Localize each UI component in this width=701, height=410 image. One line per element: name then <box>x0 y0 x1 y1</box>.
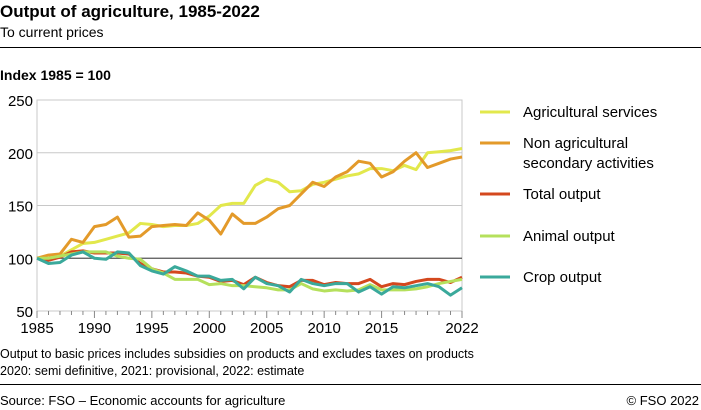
legend-label: Total output <box>523 186 601 203</box>
y-tick-label: 250 <box>8 93 33 110</box>
legend-label: Animal output <box>523 228 616 245</box>
x-tick-label: 1995 <box>135 320 168 337</box>
header-divider <box>0 47 701 48</box>
chart-subtitle: To current prices <box>0 24 104 40</box>
copyright: © FSO 2022 <box>626 393 699 408</box>
y-tick-label: 50 <box>16 304 33 321</box>
footnote-1: Output to basic prices includes subsidie… <box>0 347 474 361</box>
x-tick-label: 1985 <box>20 320 53 337</box>
legend-label: Crop output <box>523 269 602 286</box>
x-tick-label: 2000 <box>193 320 226 337</box>
series-line-non-agricultural-secondary-activities <box>36 151 463 260</box>
series-line-animal-output <box>37 250 463 293</box>
x-tick-label: 2015 <box>365 320 398 337</box>
footer-divider <box>0 384 701 385</box>
chart-title: Output of agriculture, 1985-2022 <box>0 2 260 21</box>
x-tick-label: 1990 <box>78 320 111 337</box>
series-line-crop-output <box>36 250 463 297</box>
y-tick-label: 200 <box>8 146 33 163</box>
y-tick-label: 100 <box>8 251 33 268</box>
x-tick-label: 2022 <box>445 320 478 337</box>
legend-label: Non agricultural <box>523 135 628 152</box>
x-tick-label: 2010 <box>307 320 340 337</box>
source-note: Source: FSO – Economic accounts for agri… <box>0 393 286 408</box>
x-tick-label: 2005 <box>250 320 283 337</box>
footnote-2: 2020: semi definitive, 2021: provisional… <box>0 364 305 378</box>
legend-label: Agricultural services <box>523 104 657 121</box>
y-axis-label: Index 1985 = 100 <box>0 67 111 83</box>
series-line-agricultural-services <box>36 147 463 262</box>
legend-label: secondary activities <box>523 155 654 172</box>
y-tick-label: 150 <box>8 199 33 216</box>
